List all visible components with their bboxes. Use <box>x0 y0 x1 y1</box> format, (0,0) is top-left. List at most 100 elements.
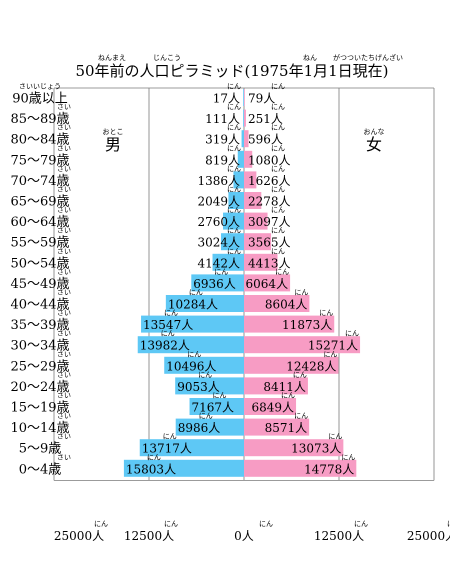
bar-male <box>212 253 244 271</box>
chart-title: 50年前の人口ピラミッド(1975年1月1日現在) <box>75 62 388 80</box>
value-ruby-female: にん <box>271 124 285 132</box>
bar-male <box>141 315 244 333</box>
value-ruby-female: にん <box>328 433 342 441</box>
category-ruby: さい <box>57 330 71 338</box>
category-ruby: さいいじょう <box>19 83 61 91</box>
value-label-male: 13982人 <box>140 339 190 353</box>
bar-male <box>191 274 244 292</box>
category-label: 45〜49歳 <box>10 277 69 292</box>
series-ruby-female: おんな <box>364 128 385 136</box>
bar-male <box>221 233 244 251</box>
value-label-male: 9053人 <box>177 380 220 394</box>
value-ruby-female: にん <box>341 453 355 461</box>
bar-female <box>244 274 291 292</box>
value-label-female: 8571人 <box>265 421 308 435</box>
value-ruby-female: にん <box>294 412 308 420</box>
value-ruby-female: にん <box>294 289 308 297</box>
value-label-female: 3565人 <box>248 236 291 250</box>
category-ruby: さい <box>57 103 71 111</box>
category-label: 20〜24歳 <box>10 380 69 395</box>
value-label-male: 1386人 <box>197 174 240 188</box>
value-ruby-female: にん <box>323 350 337 358</box>
bar-female <box>244 109 246 127</box>
title-ruby: じんこう <box>153 54 181 62</box>
bar-male <box>241 130 244 148</box>
value-ruby-male: にん <box>163 433 177 441</box>
bar-female <box>244 356 339 374</box>
value-label-male: 10284人 <box>168 298 218 312</box>
value-ruby-male: にん <box>227 165 241 173</box>
value-label-female: 4413人 <box>248 256 291 270</box>
value-ruby-female: にん <box>271 206 285 214</box>
bar-female <box>244 192 262 209</box>
x-tick-label: 12500人 <box>124 529 174 543</box>
category-ruby: さい <box>57 412 71 420</box>
value-ruby-female: にん <box>345 330 359 338</box>
category-label: 10〜14歳 <box>10 421 69 436</box>
bar-male <box>237 150 244 168</box>
value-ruby-female: にん <box>275 268 289 276</box>
bar-female <box>244 130 249 148</box>
category-ruby: さい <box>57 186 71 194</box>
value-label-female: 79人 <box>248 92 275 106</box>
value-ruby-male: にん <box>227 247 241 255</box>
value-label-female: 6849人 <box>252 401 295 415</box>
value-ruby-female: にん <box>271 227 285 235</box>
value-label-female: 251人 <box>248 112 283 126</box>
category-ruby: さい <box>57 309 71 317</box>
bar-female <box>244 150 253 168</box>
x-tick-ruby: にん <box>259 520 273 528</box>
value-ruby-female: にん <box>271 103 285 111</box>
value-label-male: 6936人 <box>193 277 236 291</box>
value-label-male: 13717人 <box>142 442 192 456</box>
value-ruby-male: にん <box>214 268 228 276</box>
value-label-male: 10496人 <box>166 359 216 373</box>
category-label: 0〜4歳 <box>19 462 62 477</box>
value-ruby-female: にん <box>271 144 285 152</box>
value-label-male: 15803人 <box>126 462 176 476</box>
category-ruby: さい <box>57 144 71 152</box>
value-ruby-male: にん <box>213 392 227 400</box>
category-label: 25〜29歳 <box>10 359 69 374</box>
value-ruby-male: にん <box>199 412 213 420</box>
x-tick-ruby: にん <box>94 520 108 528</box>
bar-female <box>244 315 335 333</box>
value-ruby-male: にん <box>147 453 161 461</box>
category-ruby: さい <box>57 227 71 235</box>
value-ruby-male: にん <box>227 103 241 111</box>
x-tick-ruby: にん <box>447 520 450 528</box>
title-ruby: ねんまえ <box>98 54 126 62</box>
value-ruby-female: にん <box>319 309 333 317</box>
x-tick-label: 12500人 <box>314 529 364 543</box>
bar-male <box>123 459 244 477</box>
value-ruby-female: にん <box>271 83 285 91</box>
value-ruby-male: にん <box>227 186 241 194</box>
value-label-female: 1080人 <box>248 153 291 167</box>
category-label: 35〜39歳 <box>10 318 69 333</box>
value-label-female: 13073人 <box>291 442 341 456</box>
x-tick-ruby: にん <box>164 520 178 528</box>
bar-female <box>244 253 278 271</box>
bar-female <box>244 336 361 354</box>
bar-female <box>244 418 310 436</box>
value-ruby-male: にん <box>227 124 241 132</box>
bar-male <box>243 109 244 127</box>
category-ruby: さい <box>57 433 71 441</box>
category-label: 15〜19歳 <box>10 401 69 416</box>
value-ruby-male: にん <box>227 227 241 235</box>
value-ruby-male: にん <box>161 330 175 338</box>
category-ruby: さい <box>57 392 71 400</box>
value-label-female: 6064人 <box>246 277 289 291</box>
category-label: 70〜74歳 <box>10 174 69 189</box>
value-label-male: 111人 <box>205 112 240 126</box>
bar-male <box>223 212 244 230</box>
value-ruby-male: にん <box>189 289 203 297</box>
value-label-male: 3024人 <box>197 236 240 250</box>
category-label: 65〜69歳 <box>10 195 69 210</box>
value-label-female: 1626人 <box>248 174 291 188</box>
bar-male <box>164 356 244 374</box>
value-ruby-female: にん <box>271 186 285 194</box>
value-ruby-male: にん <box>227 206 241 214</box>
value-ruby-female: にん <box>293 371 307 379</box>
